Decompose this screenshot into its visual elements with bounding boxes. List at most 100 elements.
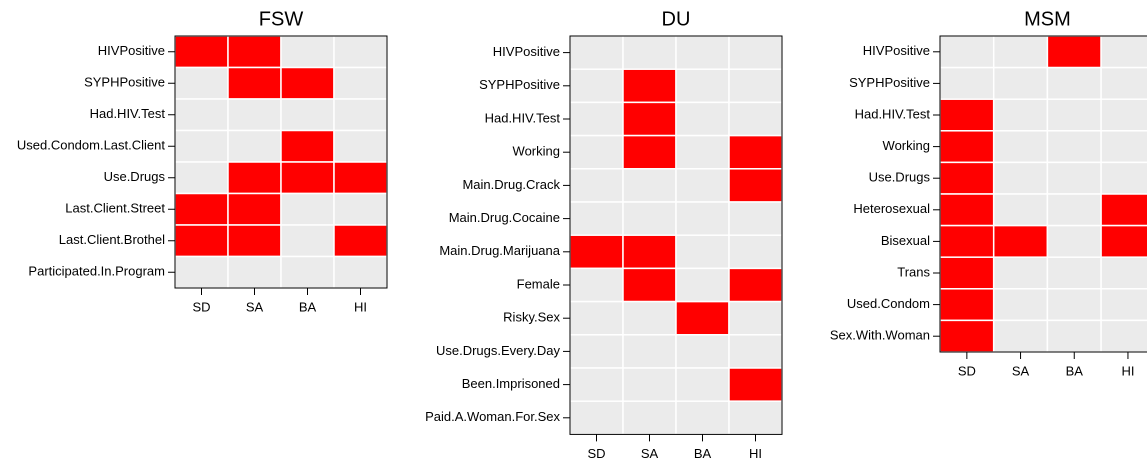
cell <box>675 267 730 303</box>
cell <box>1046 193 1102 227</box>
cell <box>333 192 388 226</box>
y-tick-label: Sex.With.Woman <box>830 328 930 343</box>
x-tick-label: BA <box>694 446 712 458</box>
cell <box>1046 288 1102 322</box>
x-tick-label: SD <box>958 363 976 378</box>
cell <box>174 35 229 69</box>
cell <box>174 161 229 195</box>
cell <box>174 98 229 132</box>
y-tick-label: Had.HIV.Test <box>90 106 166 121</box>
cell <box>569 201 624 236</box>
cell <box>569 134 624 170</box>
cell <box>569 168 624 203</box>
cell <box>174 224 229 258</box>
cell <box>333 255 388 289</box>
cell <box>992 288 1049 322</box>
cell <box>280 192 335 226</box>
x-tick-label: HI <box>1121 363 1134 378</box>
y-tick-label: HIVPositive <box>493 44 560 59</box>
cell <box>939 35 995 69</box>
x-tick-label: SA <box>641 446 659 458</box>
cell <box>992 256 1049 290</box>
cell <box>1046 66 1102 100</box>
cell <box>622 400 677 436</box>
cell <box>728 134 783 170</box>
cell <box>280 129 335 163</box>
y-tick-label: Had.HIV.Test <box>485 110 561 125</box>
panel-title: FSW <box>259 8 304 30</box>
y-tick-label: Main.Drug.Cocaine <box>449 210 560 225</box>
y-tick-label: Paid.A.Woman.For.Sex <box>425 409 560 424</box>
cell <box>1046 98 1102 132</box>
cell <box>728 400 783 436</box>
cell <box>174 129 229 163</box>
y-tick-label: Use.Drugs <box>104 169 166 184</box>
panel: DU HIVPositive SYPHPositive Had.HIV.Test Wor… <box>425 8 783 458</box>
cell <box>569 101 624 137</box>
cell <box>675 334 730 369</box>
cell <box>333 161 388 195</box>
cell <box>569 367 624 402</box>
y-tick-label: Main.Drug.Marijuana <box>439 243 560 258</box>
cell <box>227 255 282 289</box>
x-tick-label: SA <box>1012 363 1030 378</box>
x-tick-label: SA <box>246 299 264 314</box>
panel-title: MSM <box>1024 8 1071 30</box>
cell <box>1100 319 1147 353</box>
cell <box>992 319 1049 353</box>
cell <box>992 35 1049 69</box>
cell <box>675 234 730 270</box>
y-tick-label: HIVPositive <box>863 43 930 58</box>
cell <box>227 224 282 258</box>
cell <box>728 234 783 270</box>
cell <box>622 234 677 270</box>
cell <box>333 98 388 132</box>
y-tick-label: Main.Drug.Crack <box>462 177 560 192</box>
cell <box>675 168 730 203</box>
y-tick-label: SYPHPositive <box>849 75 930 90</box>
cell <box>1100 35 1147 69</box>
cell <box>939 193 995 227</box>
cell <box>728 334 783 369</box>
y-tick-label: Participated.In.Program <box>28 264 165 279</box>
y-tick-label: SYPHPositive <box>84 75 165 90</box>
cell <box>992 161 1049 195</box>
cell <box>939 256 995 290</box>
cell <box>280 224 335 258</box>
cell <box>992 98 1049 132</box>
cell <box>622 300 677 336</box>
cell <box>675 400 730 436</box>
cell <box>622 35 677 70</box>
y-tick-label: Working <box>513 144 560 159</box>
cell <box>992 224 1049 258</box>
cell <box>227 192 282 226</box>
cell <box>675 134 730 170</box>
cell <box>675 201 730 236</box>
cell <box>728 201 783 236</box>
cell <box>622 134 677 170</box>
cell <box>675 101 730 137</box>
x-tick-label: SD <box>587 446 605 458</box>
cell <box>569 35 624 70</box>
cell <box>1046 35 1102 69</box>
cell <box>227 129 282 163</box>
cell <box>1100 288 1147 322</box>
x-tick-label: SD <box>192 299 210 314</box>
cell <box>1100 66 1147 100</box>
panel: MSM HIVPositive SYPHPositive Had.HIV.Test Wo… <box>830 8 1147 378</box>
cell <box>728 35 783 70</box>
y-tick-label: Bisexual <box>881 233 930 248</box>
cell <box>333 224 388 258</box>
cell <box>622 367 677 402</box>
y-tick-label: Had.HIV.Test <box>855 106 931 121</box>
cell <box>280 161 335 195</box>
cell <box>174 192 229 226</box>
cell <box>992 130 1049 164</box>
cell <box>227 35 282 69</box>
cell <box>227 161 282 195</box>
cell <box>622 101 677 137</box>
plot-border <box>174 35 388 289</box>
cell <box>569 334 624 369</box>
cell <box>280 255 335 289</box>
